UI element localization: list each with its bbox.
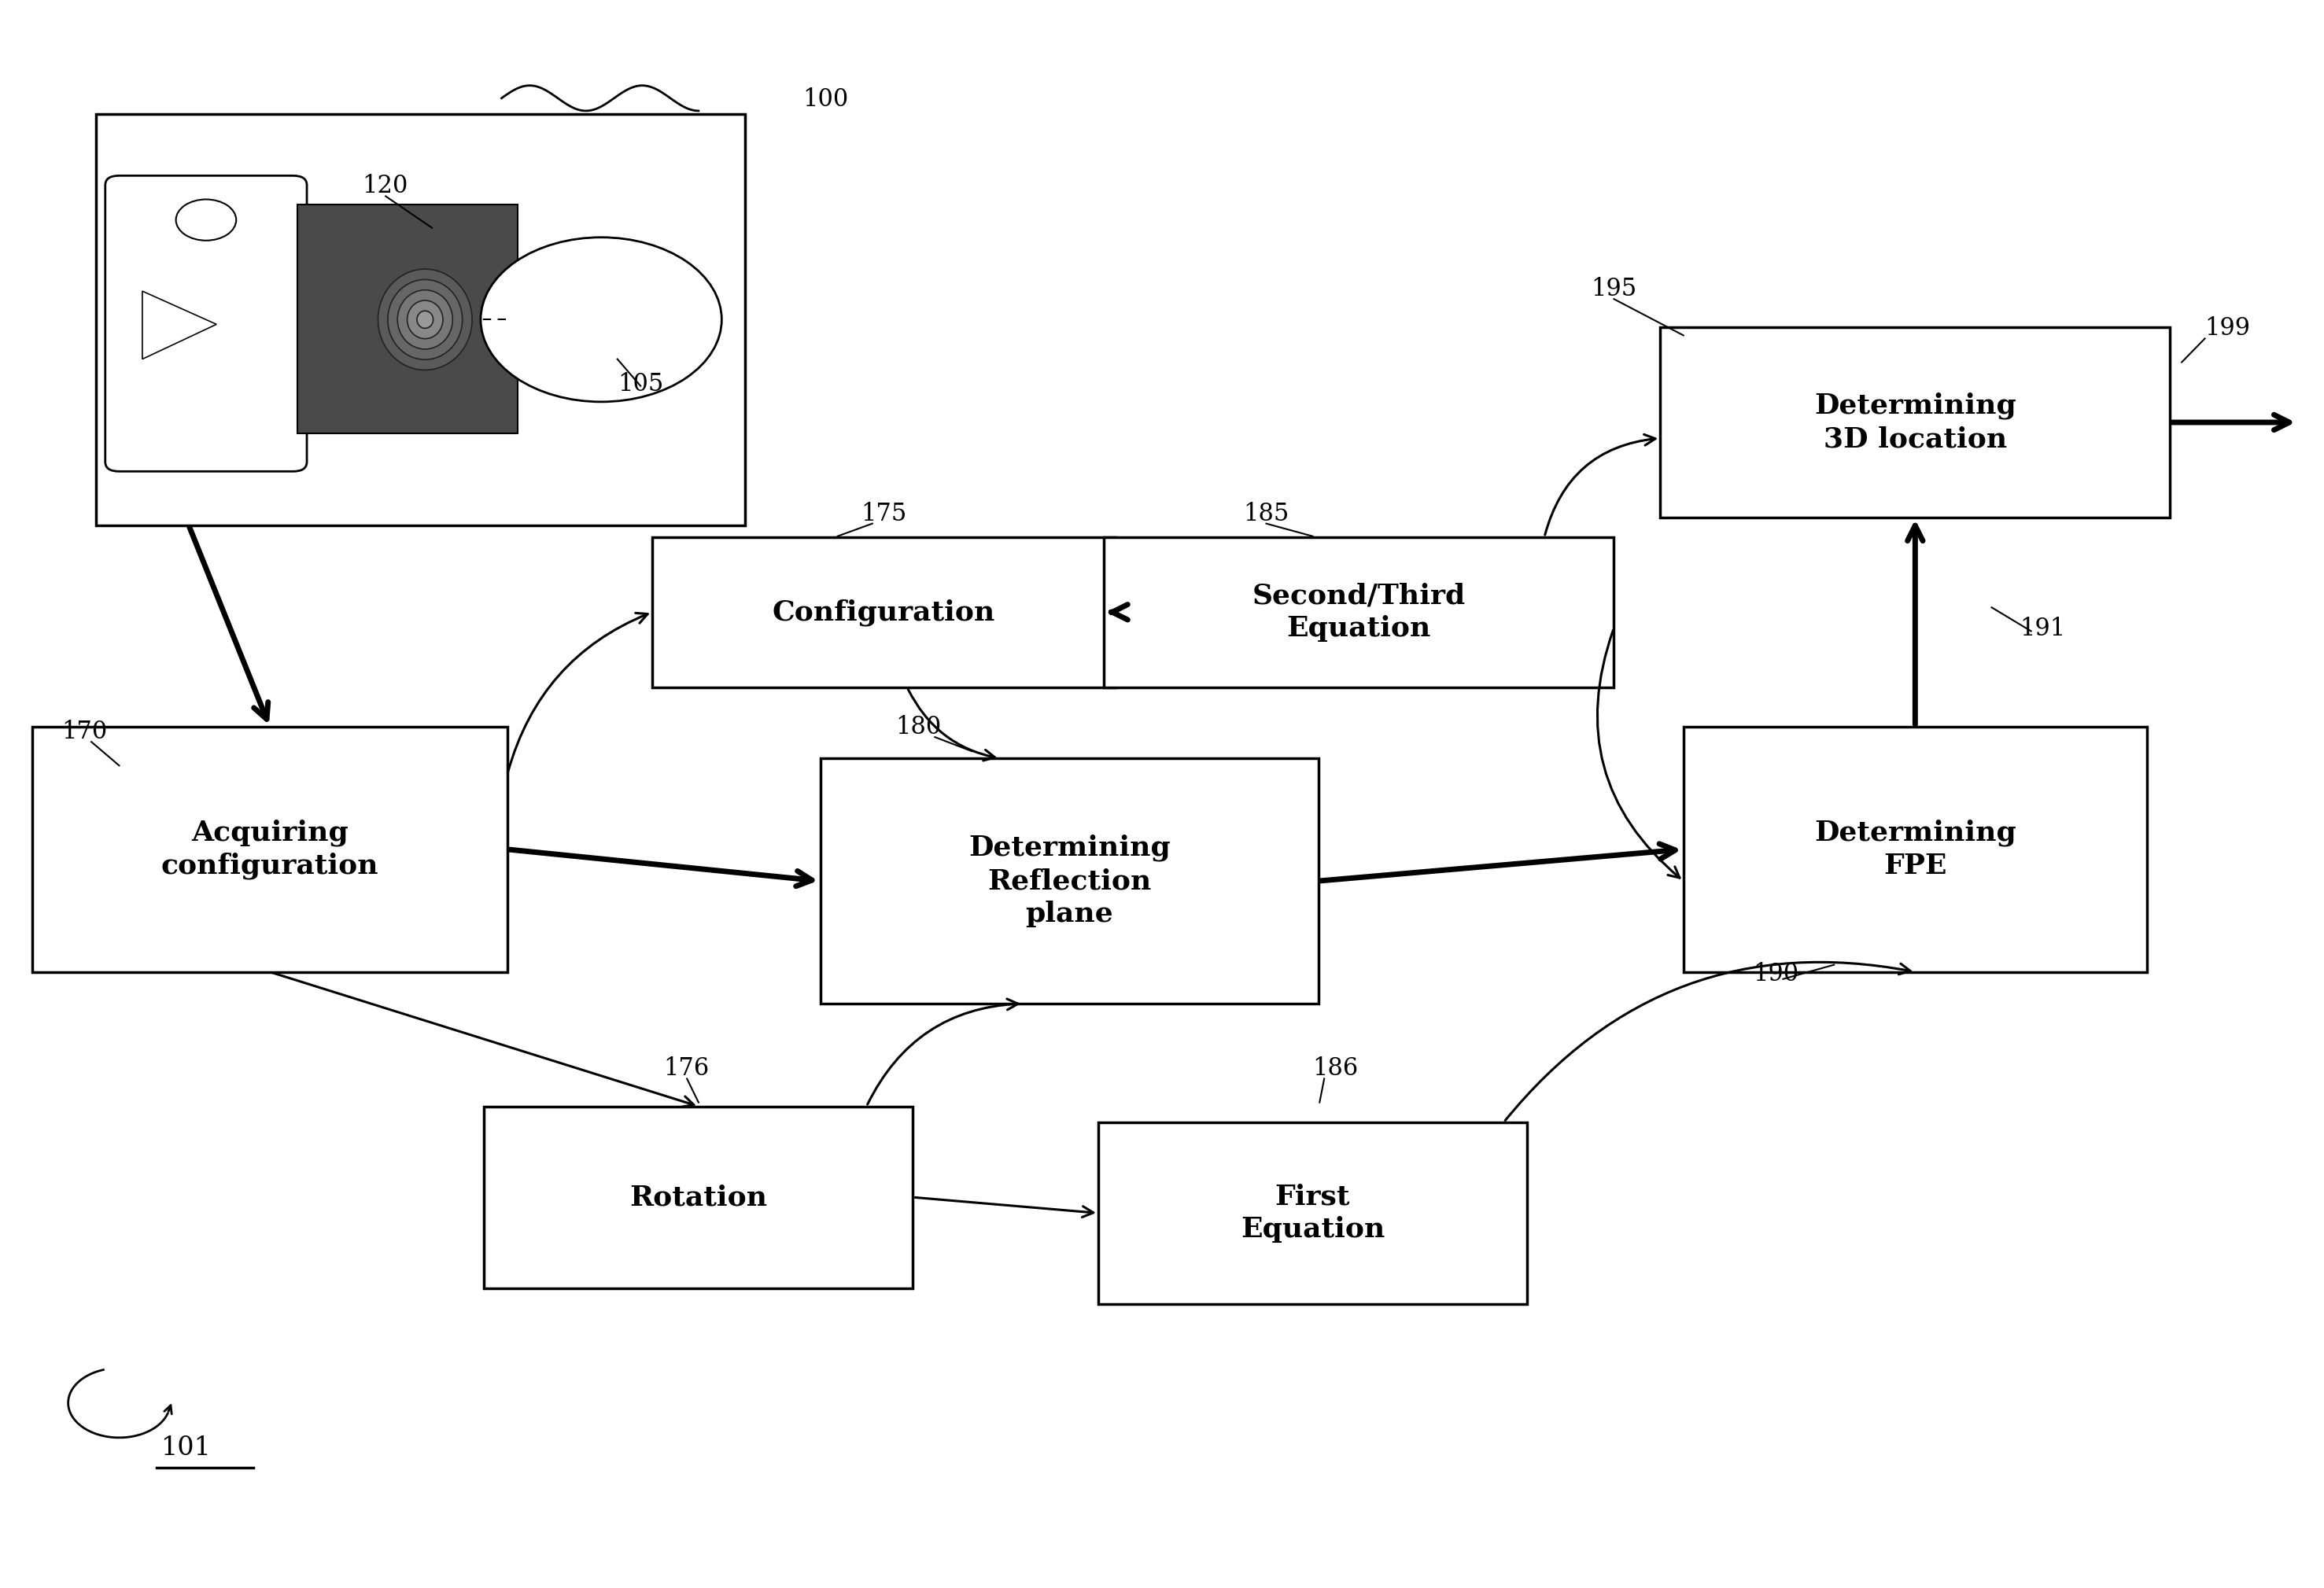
FancyBboxPatch shape bbox=[33, 727, 507, 972]
Circle shape bbox=[481, 237, 723, 402]
Circle shape bbox=[177, 200, 237, 240]
Text: 105: 105 bbox=[618, 372, 662, 397]
Text: 101: 101 bbox=[160, 1436, 211, 1461]
FancyBboxPatch shape bbox=[1099, 1123, 1527, 1304]
Text: 180: 180 bbox=[895, 715, 941, 740]
Ellipse shape bbox=[407, 300, 444, 338]
FancyBboxPatch shape bbox=[1683, 727, 2147, 972]
FancyBboxPatch shape bbox=[1104, 537, 1613, 688]
Text: Acquiring
configuration: Acquiring configuration bbox=[160, 819, 379, 880]
Text: 176: 176 bbox=[665, 1056, 709, 1081]
FancyBboxPatch shape bbox=[483, 1107, 913, 1288]
Bar bbox=[297, 205, 518, 434]
Text: 191: 191 bbox=[2020, 618, 2066, 642]
Text: 100: 100 bbox=[802, 87, 848, 111]
FancyBboxPatch shape bbox=[1659, 327, 2171, 518]
FancyBboxPatch shape bbox=[820, 759, 1318, 1004]
Text: 195: 195 bbox=[1590, 276, 1636, 302]
Ellipse shape bbox=[416, 311, 432, 329]
FancyBboxPatch shape bbox=[95, 114, 746, 526]
FancyBboxPatch shape bbox=[105, 176, 307, 472]
Text: Rotation: Rotation bbox=[630, 1185, 767, 1210]
Text: 120: 120 bbox=[363, 175, 409, 198]
Ellipse shape bbox=[397, 291, 453, 349]
Text: 175: 175 bbox=[860, 502, 906, 526]
FancyBboxPatch shape bbox=[653, 537, 1116, 688]
Ellipse shape bbox=[388, 279, 462, 359]
Polygon shape bbox=[142, 291, 216, 359]
Text: Determining
FPE: Determining FPE bbox=[1815, 819, 2017, 880]
Text: 199: 199 bbox=[2205, 316, 2250, 341]
Text: 186: 186 bbox=[1313, 1056, 1360, 1081]
Text: 185: 185 bbox=[1243, 502, 1290, 526]
Text: 190: 190 bbox=[1752, 962, 1799, 986]
Text: Determining
3D location: Determining 3D location bbox=[1815, 392, 2017, 453]
Text: 170: 170 bbox=[60, 719, 107, 745]
Text: Configuration: Configuration bbox=[772, 599, 995, 626]
Ellipse shape bbox=[379, 268, 472, 370]
Text: Determining
Reflection
plane: Determining Reflection plane bbox=[969, 834, 1171, 927]
Text: First
Equation: First Equation bbox=[1241, 1183, 1385, 1243]
Text: Second/Third
Equation: Second/Third Equation bbox=[1253, 583, 1466, 642]
